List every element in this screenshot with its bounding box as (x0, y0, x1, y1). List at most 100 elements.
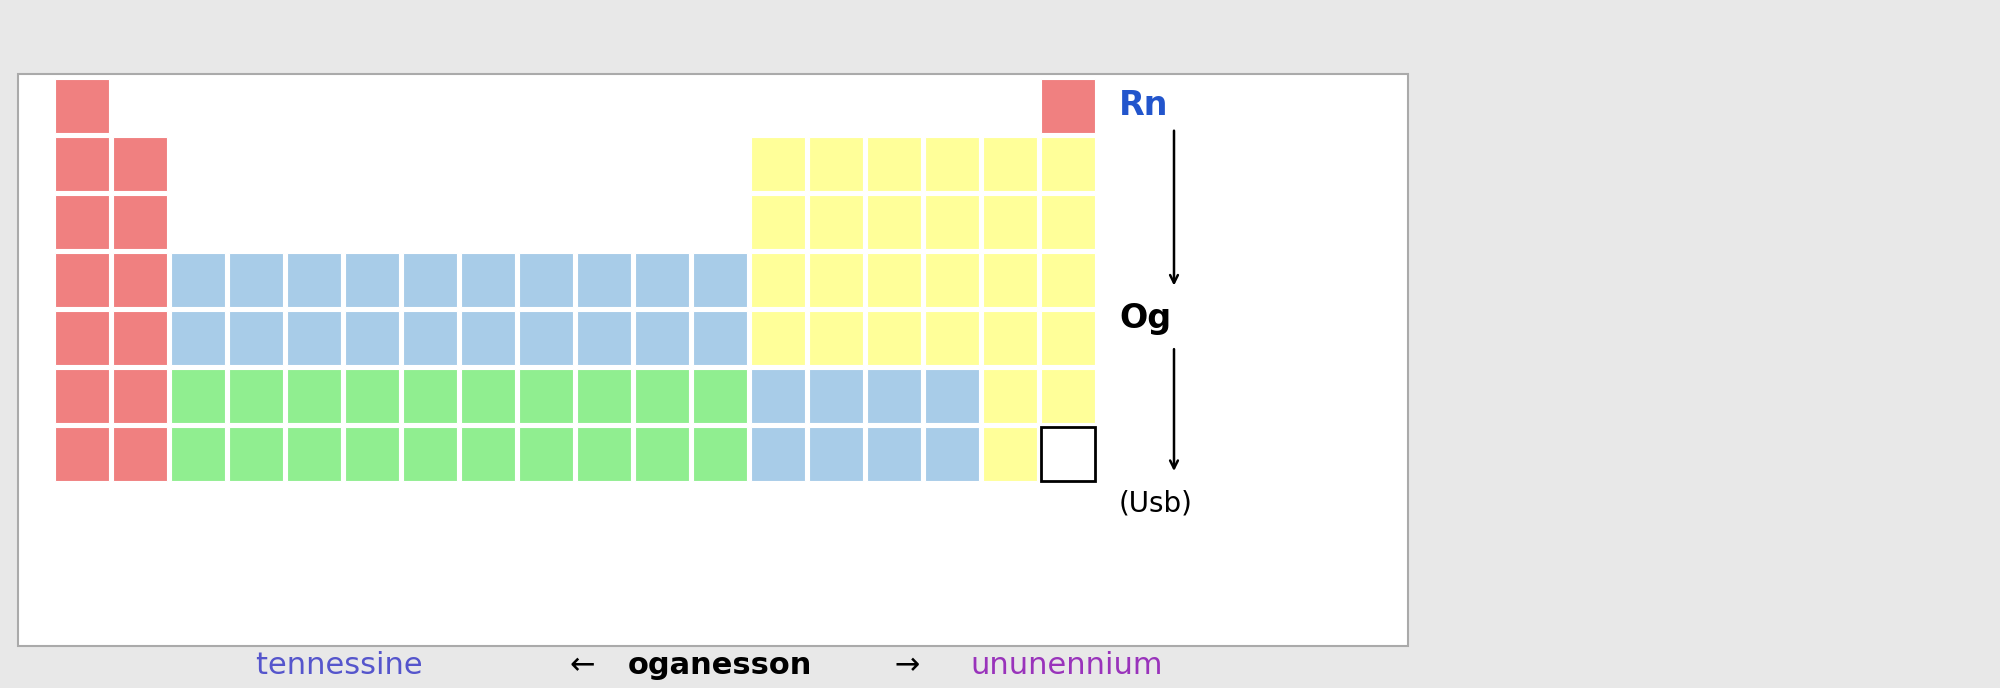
Bar (636, 311, 688, 365)
Bar (172, 252, 224, 307)
Bar (228, 369, 284, 422)
Bar (984, 427, 1038, 481)
Bar (114, 427, 168, 481)
Bar (868, 195, 922, 249)
Bar (346, 252, 400, 307)
Text: oganesson: oganesson (628, 651, 812, 680)
Bar (752, 427, 806, 481)
Bar (346, 427, 400, 481)
Bar (926, 427, 980, 481)
Bar (462, 369, 516, 422)
Text: ununennium: ununennium (970, 651, 1164, 680)
Bar (114, 195, 168, 249)
Bar (56, 195, 108, 249)
Bar (868, 252, 922, 307)
Bar (346, 311, 400, 365)
Bar (404, 369, 456, 422)
Bar (576, 252, 632, 307)
Bar (636, 427, 688, 481)
Bar (56, 427, 108, 481)
Bar (810, 427, 864, 481)
Bar (926, 195, 980, 249)
Bar (694, 252, 748, 307)
Bar (1042, 427, 1096, 481)
Bar (56, 311, 108, 365)
Bar (56, 252, 108, 307)
Bar (752, 195, 806, 249)
Bar (752, 311, 806, 365)
Bar (752, 369, 806, 422)
Text: (Usb): (Usb) (1120, 490, 1192, 518)
Bar (810, 137, 864, 191)
Bar (636, 369, 688, 422)
Bar (636, 252, 688, 307)
Bar (810, 195, 864, 249)
Bar (576, 427, 632, 481)
Bar (752, 137, 806, 191)
Bar (288, 311, 340, 365)
Bar (172, 369, 224, 422)
Bar (520, 311, 574, 365)
Bar (346, 369, 400, 422)
Text: →: → (884, 651, 930, 680)
Bar (520, 369, 574, 422)
Bar (810, 369, 864, 422)
Bar (404, 427, 456, 481)
Bar (926, 427, 980, 481)
Bar (810, 311, 864, 365)
Bar (752, 369, 806, 422)
Bar (868, 369, 922, 422)
Bar (1042, 195, 1096, 249)
Bar (18, 74, 1408, 645)
Text: Og: Og (1120, 302, 1172, 335)
Bar (462, 252, 516, 307)
Bar (520, 427, 574, 481)
Bar (868, 427, 922, 481)
Bar (114, 137, 168, 191)
Bar (868, 311, 922, 365)
Bar (868, 427, 922, 481)
Bar (172, 427, 224, 481)
Bar (694, 369, 748, 422)
Bar (114, 252, 168, 307)
Bar (404, 252, 456, 307)
Bar (576, 311, 632, 365)
Bar (1042, 369, 1096, 422)
Bar (56, 137, 108, 191)
Bar (576, 369, 632, 422)
Bar (228, 427, 284, 481)
Bar (288, 369, 340, 422)
Bar (926, 137, 980, 191)
Bar (228, 311, 284, 365)
Bar (984, 369, 1038, 422)
Bar (462, 311, 516, 365)
Bar (56, 79, 108, 133)
Bar (868, 137, 922, 191)
Bar (926, 252, 980, 307)
Bar (56, 369, 108, 422)
Bar (404, 311, 456, 365)
Bar (868, 369, 922, 422)
Bar (1042, 137, 1096, 191)
Bar (288, 252, 340, 307)
Bar (288, 427, 340, 481)
Bar (172, 311, 224, 365)
Bar (984, 137, 1038, 191)
Bar (984, 195, 1038, 249)
Bar (752, 252, 806, 307)
Bar (810, 369, 864, 422)
Bar (926, 311, 980, 365)
Bar (810, 252, 864, 307)
Bar (114, 369, 168, 422)
Bar (462, 427, 516, 481)
Bar (114, 311, 168, 365)
Bar (694, 427, 748, 481)
Bar (752, 427, 806, 481)
Bar (1042, 252, 1096, 307)
Bar (1042, 79, 1096, 133)
Bar (520, 252, 574, 307)
Bar (694, 311, 748, 365)
Bar (1042, 311, 1096, 365)
Bar (810, 427, 864, 481)
Bar (926, 369, 980, 422)
